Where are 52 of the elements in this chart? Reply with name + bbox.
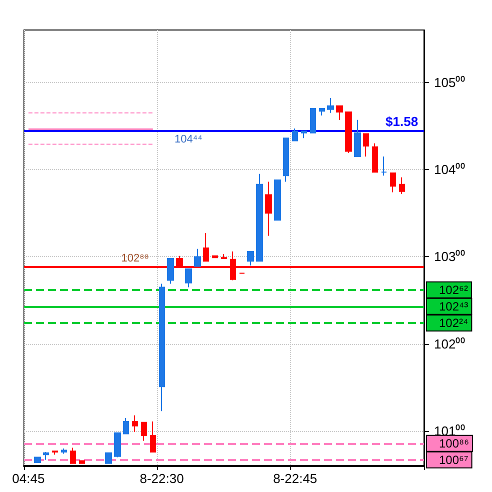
y-tick-label: 102⁰⁰ (434, 336, 466, 352)
candlestick (319, 108, 325, 116)
candlestick (167, 258, 174, 284)
candlestick (354, 119, 361, 157)
candlestick (61, 448, 67, 454)
ref-line-label: 102⁶² (439, 282, 468, 297)
ref-line-label: 102⁴³ (439, 299, 468, 314)
y-tick-label: 103⁰⁰ (434, 249, 466, 264)
candlestick (43, 452, 49, 460)
x-tick-label: 8-22:45 (273, 471, 318, 486)
candlestick (301, 130, 307, 139)
candlestick (150, 421, 156, 453)
candlestick (265, 181, 272, 236)
candlestick (327, 98, 334, 114)
x-tick-label: 04:45 (12, 471, 45, 486)
annotation: $1.58 (386, 114, 418, 130)
candlestick (336, 105, 343, 120)
candlestick (159, 283, 165, 412)
candlestick (79, 460, 85, 464)
candlestick (363, 133, 369, 157)
ref-line-label: 100⁸⁶ (439, 436, 470, 450)
ref-line-label: 102²⁴ (439, 316, 468, 330)
candlestick (194, 248, 201, 267)
candlestick (292, 128, 298, 142)
annotation: 104⁴⁴ (174, 134, 203, 146)
candlestick (399, 176, 405, 194)
candlestick (345, 111, 352, 154)
y-tick-label: 105⁰⁰ (434, 74, 466, 90)
candlestick (274, 179, 281, 221)
candlestick (381, 156, 387, 176)
candlestick (203, 232, 209, 262)
candlestick (34, 456, 41, 464)
candlestick (141, 422, 147, 442)
candlestick (212, 255, 218, 258)
candlestick (247, 250, 254, 266)
candlestick (123, 418, 129, 434)
candlestick (390, 172, 396, 193)
x-tick-label: 8-22:30 (140, 471, 184, 486)
candlestick (310, 108, 316, 134)
candlestick (372, 142, 378, 173)
ref-line-label: 100⁶⁷ (439, 452, 468, 467)
candlestick (70, 447, 76, 464)
y-tick-label: 104⁰⁰ (434, 162, 466, 178)
candlestick (52, 450, 58, 456)
candlestick (221, 254, 227, 259)
candlestick (105, 452, 112, 464)
candlestick (283, 138, 289, 182)
candlestick (132, 414, 138, 432)
candlestick (185, 268, 192, 288)
candlestick (256, 173, 263, 262)
candlestick (114, 432, 121, 458)
annotation: 102⁸⁸ (121, 252, 149, 265)
